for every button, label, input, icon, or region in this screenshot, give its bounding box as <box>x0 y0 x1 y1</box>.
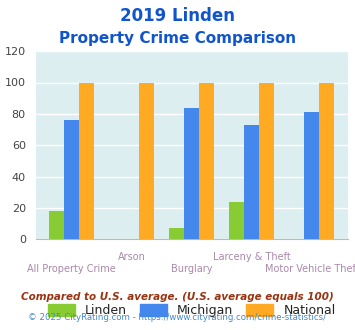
Text: All Property Crime: All Property Crime <box>27 264 116 274</box>
Bar <box>304 112 320 239</box>
Text: Compared to U.S. average. (U.S. average equals 100): Compared to U.S. average. (U.S. average … <box>21 292 334 302</box>
Legend: Linden, Michigan, National: Linden, Michigan, National <box>43 299 341 322</box>
Bar <box>139 82 154 239</box>
Bar <box>229 202 244 239</box>
Bar <box>79 82 94 239</box>
Text: 2019 Linden: 2019 Linden <box>120 7 235 25</box>
Bar <box>184 108 199 239</box>
Text: Larceny & Theft: Larceny & Theft <box>213 252 291 262</box>
Text: Property Crime Comparison: Property Crime Comparison <box>59 31 296 46</box>
Bar <box>320 82 334 239</box>
Bar <box>259 82 274 239</box>
Bar <box>244 125 259 239</box>
Text: Motor Vehicle Theft: Motor Vehicle Theft <box>264 264 355 274</box>
Bar <box>64 120 79 239</box>
Text: Burglary: Burglary <box>171 264 212 274</box>
Bar <box>199 82 214 239</box>
Text: Arson: Arson <box>118 252 146 262</box>
Bar <box>169 228 184 239</box>
Text: © 2025 CityRating.com - https://www.cityrating.com/crime-statistics/: © 2025 CityRating.com - https://www.city… <box>28 313 327 322</box>
Bar <box>49 211 64 239</box>
